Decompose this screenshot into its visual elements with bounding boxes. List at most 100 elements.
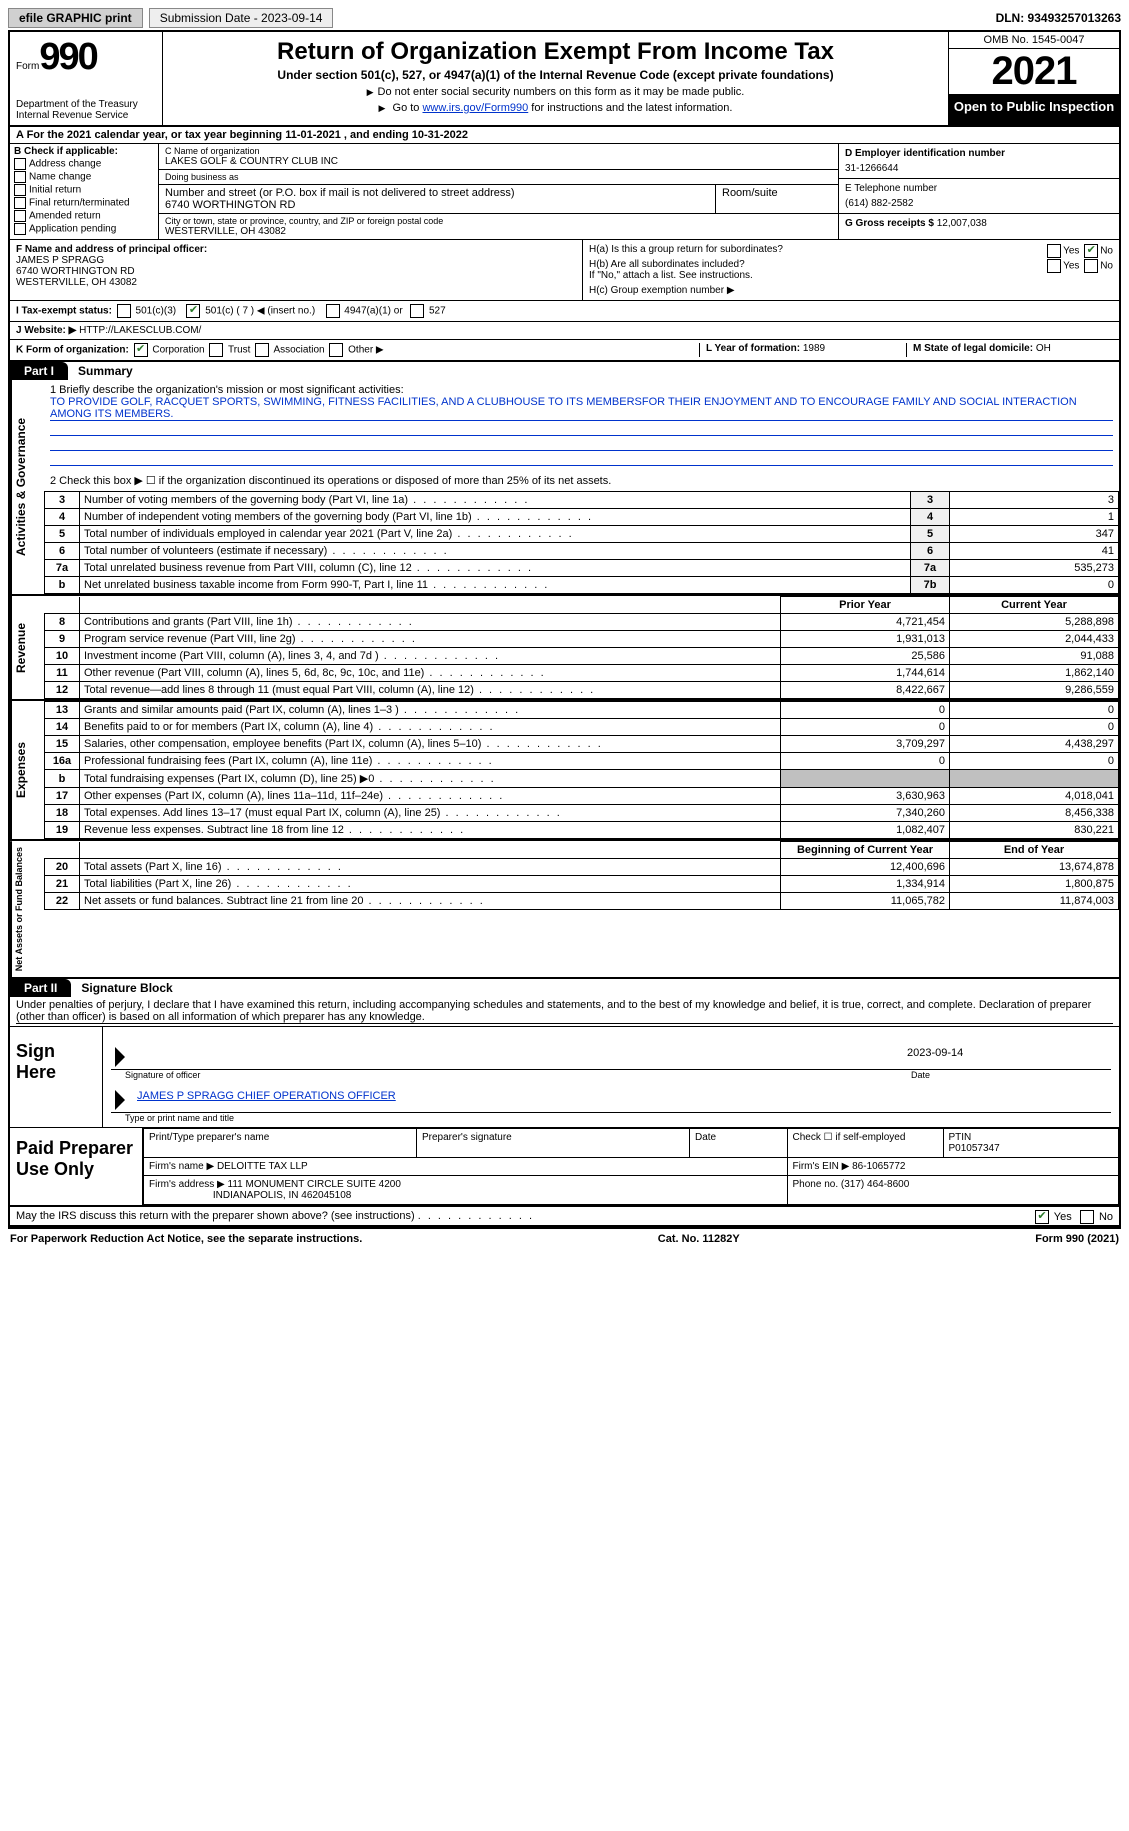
dba-label: Doing business as xyxy=(165,172,832,182)
governance-table: 3Number of voting members of the governi… xyxy=(44,491,1119,594)
org-info-section: B Check if applicable: Address change Na… xyxy=(10,144,1119,240)
ptin-value: P01057347 xyxy=(949,1143,1114,1154)
city-value: WESTERVILLE, OH 43082 xyxy=(165,226,832,237)
tax-period: A For the 2021 calendar year, or tax yea… xyxy=(10,127,1119,144)
revenue-table: Prior Year Current Year 8Contributions a… xyxy=(44,596,1119,699)
table-row: 16aProfessional fundraising fees (Part I… xyxy=(45,753,1119,770)
prep-name-label: Print/Type preparer's name xyxy=(144,1129,417,1158)
footer-catalog: Cat. No. 11282Y xyxy=(362,1233,1035,1245)
table-row: 19Revenue less expenses. Subtract line 1… xyxy=(45,822,1119,839)
part2-tab: Part II xyxy=(10,979,71,997)
year-formation-label: L Year of formation: xyxy=(706,343,800,354)
col-beginning: Beginning of Current Year xyxy=(781,842,950,859)
table-row: 9Program service revenue (Part VIII, lin… xyxy=(45,631,1119,648)
dln: DLN: 93493257013263 xyxy=(996,11,1121,25)
perjury-declaration: Under penalties of perjury, I declare th… xyxy=(10,997,1119,1027)
officer-group-section: F Name and address of principal officer:… xyxy=(10,240,1119,301)
table-row: 14Benefits paid to or for members (Part … xyxy=(45,719,1119,736)
org-name: LAKES GOLF & COUNTRY CLUB INC xyxy=(165,156,832,167)
side-tab-revenue: Revenue xyxy=(10,596,44,699)
form-prefix: Form xyxy=(16,61,39,72)
chk-initial-return[interactable]: Initial return xyxy=(29,185,81,196)
prep-sig-label: Preparer's signature xyxy=(417,1129,690,1158)
tax-exempt-status: I Tax-exempt status: 501(c)(3) 501(c) ( … xyxy=(10,301,1119,322)
telephone-value: (614) 882-2582 xyxy=(845,198,1113,209)
submission-date: Submission Date - 2023-09-14 xyxy=(149,8,334,28)
org-other: Other ▶ xyxy=(348,345,383,356)
firm-ein-label: Firm's EIN ▶ xyxy=(793,1161,850,1172)
status-4947: 4947(a)(1) or xyxy=(344,306,402,317)
footer-form: Form 990 (2021) xyxy=(1035,1233,1119,1245)
firm-phone-label: Phone no. xyxy=(793,1179,839,1190)
paid-preparer-label: Paid Preparer Use Only xyxy=(10,1128,143,1205)
table-row: bNet unrelated business taxable income f… xyxy=(45,577,1119,594)
chk-final-return[interactable]: Final return/terminated xyxy=(29,198,130,209)
discuss-question: May the IRS discuss this return with the… xyxy=(16,1210,415,1222)
chk-name-change[interactable]: Name change xyxy=(29,172,91,183)
form-org-label: K Form of organization: xyxy=(16,345,129,356)
chk-address-change[interactable]: Address change xyxy=(29,159,101,170)
discuss-row: May the IRS discuss this return with the… xyxy=(10,1207,1119,1227)
revenue-section: Revenue Prior Year Current Year 8Contrib… xyxy=(10,596,1119,701)
org-association: Association xyxy=(273,345,324,356)
status-527: 527 xyxy=(429,306,446,317)
sign-here-section: Sign Here 2023-09-14 Signature of office… xyxy=(10,1027,1119,1128)
status-501c3: 501(c)(3) xyxy=(136,306,177,317)
firm-ein: 86-1065772 xyxy=(852,1161,905,1172)
paid-preparer-section: Paid Preparer Use Only Print/Type prepar… xyxy=(10,1128,1119,1207)
part1-header: Part I Summary xyxy=(10,362,1119,380)
name-arrow-icon xyxy=(115,1090,125,1110)
year-formation: 1989 xyxy=(803,343,825,354)
col-prior-year: Prior Year xyxy=(781,597,950,614)
dept-treasury: Department of the Treasury Internal Reve… xyxy=(16,99,156,121)
go-to-text: Go to xyxy=(393,102,423,114)
state-domicile-label: M State of legal domicile: xyxy=(913,343,1033,354)
street-value: 6740 WORTHINGTON RD xyxy=(165,199,709,211)
chk-app-pending[interactable]: Application pending xyxy=(29,224,116,235)
table-row: 12Total revenue—add lines 8 through 11 (… xyxy=(45,682,1119,699)
efile-print-button[interactable]: efile GRAPHIC print xyxy=(8,8,143,28)
officer-label: F Name and address of principal officer: xyxy=(16,244,576,255)
table-row: 17Other expenses (Part IX, column (A), l… xyxy=(45,788,1119,805)
side-tab-netassets: Net Assets or Fund Balances xyxy=(10,841,44,977)
preparer-table: Print/Type preparer's name Preparer's si… xyxy=(143,1128,1119,1205)
instructions-line: Go to www.irs.gov/Form990 for instructio… xyxy=(171,102,940,114)
side-tab-activities: Activities & Governance xyxy=(10,380,44,594)
discuss-yes: Yes xyxy=(1054,1211,1072,1223)
officer-addr2: WESTERVILLE, OH 43082 xyxy=(16,277,576,288)
form-container: Form990 Department of the Treasury Inter… xyxy=(8,30,1121,1229)
part1-title: Summary xyxy=(68,362,1119,380)
table-row: 5Total number of individuals employed in… xyxy=(45,526,1119,543)
irs-link[interactable]: www.irs.gov/Form990 xyxy=(422,102,528,114)
footer-left: For Paperwork Reduction Act Notice, see … xyxy=(10,1233,362,1245)
mission-text: TO PROVIDE GOLF, RACQUET SPORTS, SWIMMIN… xyxy=(50,396,1113,421)
col-current-year: Current Year xyxy=(950,597,1119,614)
expenses-section: Expenses 13Grants and similar amounts pa… xyxy=(10,701,1119,841)
firm-name: DELOITTE TAX LLP xyxy=(217,1161,308,1172)
go-to-suffix: for instructions and the latest informat… xyxy=(528,102,732,114)
ein-value: 31-1266644 xyxy=(845,163,1113,174)
check-applicable: B Check if applicable: Address change Na… xyxy=(10,144,159,239)
table-row: 21Total liabilities (Part X, line 26)1,3… xyxy=(45,876,1119,893)
status-i-label: I Tax-exempt status: xyxy=(16,306,112,317)
form-title: Return of Organization Exempt From Incom… xyxy=(171,38,940,66)
table-row: 20Total assets (Part X, line 16)12,400,6… xyxy=(45,859,1119,876)
mission-label: 1 Briefly describe the organization's mi… xyxy=(50,384,1113,396)
subordinates-q: H(b) Are all subordinates included? xyxy=(589,259,745,270)
table-row: 6Total number of volunteers (estimate if… xyxy=(45,543,1119,560)
chk-amended[interactable]: Amended return xyxy=(29,211,101,222)
col-end: End of Year xyxy=(950,842,1119,859)
officer-name: JAMES P SPRAGG xyxy=(16,255,576,266)
part2-title: Signature Block xyxy=(71,979,1119,997)
table-row: 18Total expenses. Add lines 13–17 (must … xyxy=(45,805,1119,822)
group-exemption: H(c) Group exemption number ▶ xyxy=(589,285,1113,296)
room-label: Room/suite xyxy=(722,187,832,199)
form-number: 990 xyxy=(39,36,96,78)
self-employed-label: Check ☐ if self-employed xyxy=(787,1129,943,1158)
firm-name-label: Firm's name ▶ xyxy=(149,1161,214,1172)
discontinued-check: 2 Check this box ▶ ☐ if the organization… xyxy=(50,474,1113,487)
group-return-q: H(a) Is this a group return for subordin… xyxy=(589,244,783,255)
status-501c: 501(c) ( 7 ) ◀ (insert no.) xyxy=(205,306,315,317)
table-row: 4Number of independent voting members of… xyxy=(45,509,1119,526)
table-row: 15Salaries, other compensation, employee… xyxy=(45,736,1119,753)
